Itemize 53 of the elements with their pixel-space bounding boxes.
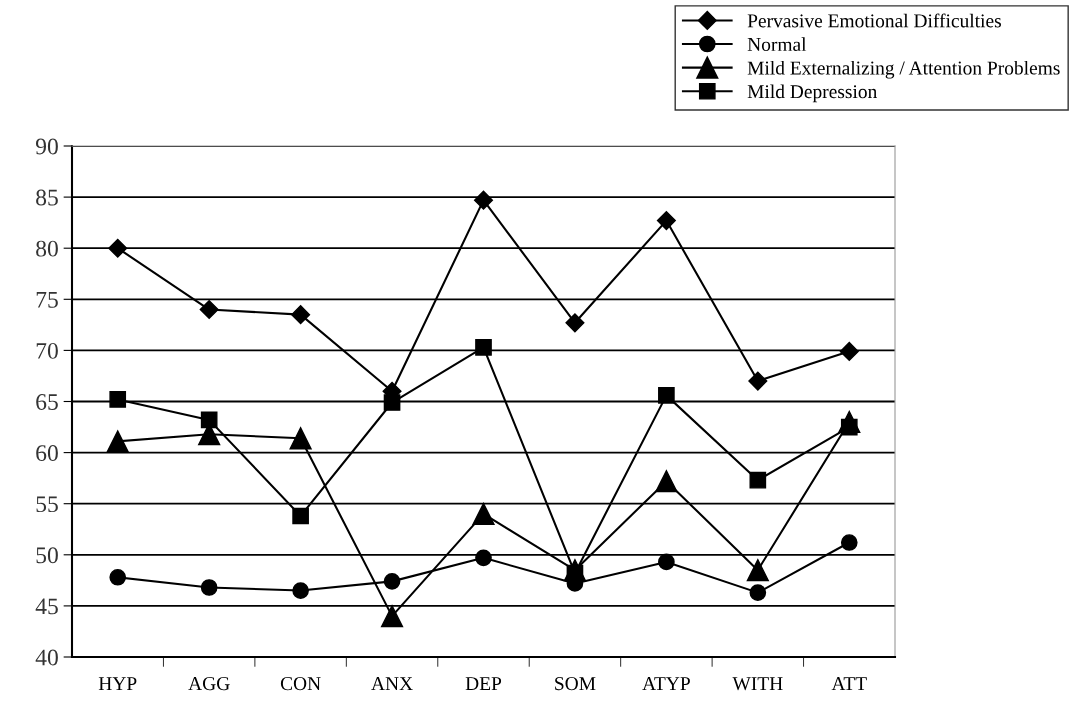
x-tick-label: CON xyxy=(280,677,321,691)
point xyxy=(749,471,767,489)
x-tick-label: ATT xyxy=(831,677,867,690)
point xyxy=(839,341,859,361)
x-tick-label: SOM xyxy=(555,677,596,691)
point xyxy=(109,391,127,408)
y-tick-label: 70 xyxy=(36,342,58,359)
point xyxy=(383,394,401,411)
x-tick-label: ATYP xyxy=(642,677,690,690)
x-tick-label: AGG xyxy=(188,677,230,691)
point xyxy=(380,605,404,628)
point xyxy=(658,387,675,404)
y-tick-label: 40 xyxy=(35,649,58,666)
legend-label: Mild Depression xyxy=(747,84,878,103)
point xyxy=(109,568,127,586)
point xyxy=(200,411,218,429)
point xyxy=(565,313,585,333)
legend-label: Normal xyxy=(747,37,807,51)
y-tick-label: 90 xyxy=(35,138,58,155)
point xyxy=(292,582,309,599)
point xyxy=(106,430,129,453)
y-tick-label: 85 xyxy=(36,189,58,206)
y-tick-label: 45 xyxy=(35,598,58,615)
point xyxy=(292,507,309,525)
point xyxy=(289,427,312,450)
legend-label: Mild Externalizing / Attention Problems xyxy=(747,60,1060,79)
legend-label: Pervasive Emotional Difficulties xyxy=(747,13,1001,28)
point xyxy=(475,549,492,567)
y-tick-label: 80 xyxy=(36,240,58,257)
x-tick-label: WITH xyxy=(732,677,783,691)
y-tick-label: 75 xyxy=(36,292,58,308)
point xyxy=(108,238,128,258)
point xyxy=(472,502,495,526)
point xyxy=(475,338,492,356)
point xyxy=(200,579,218,596)
point xyxy=(748,371,768,391)
point xyxy=(656,211,676,231)
point xyxy=(746,559,769,582)
point xyxy=(749,584,767,601)
x-tick-label: DEP xyxy=(465,677,502,690)
y-tick-label: 65 xyxy=(36,394,58,410)
point xyxy=(291,305,311,325)
point xyxy=(840,534,858,551)
x-tick-label: ANX xyxy=(371,677,413,690)
y-tick-label: 60 xyxy=(36,445,58,462)
y-tick-label: 55 xyxy=(36,496,58,513)
point xyxy=(199,299,219,320)
point xyxy=(658,553,675,571)
point xyxy=(473,190,494,210)
x-tick-label: HYP xyxy=(98,677,137,690)
point xyxy=(383,573,401,590)
y-tick-label: 50 xyxy=(36,547,58,564)
point xyxy=(655,470,678,493)
